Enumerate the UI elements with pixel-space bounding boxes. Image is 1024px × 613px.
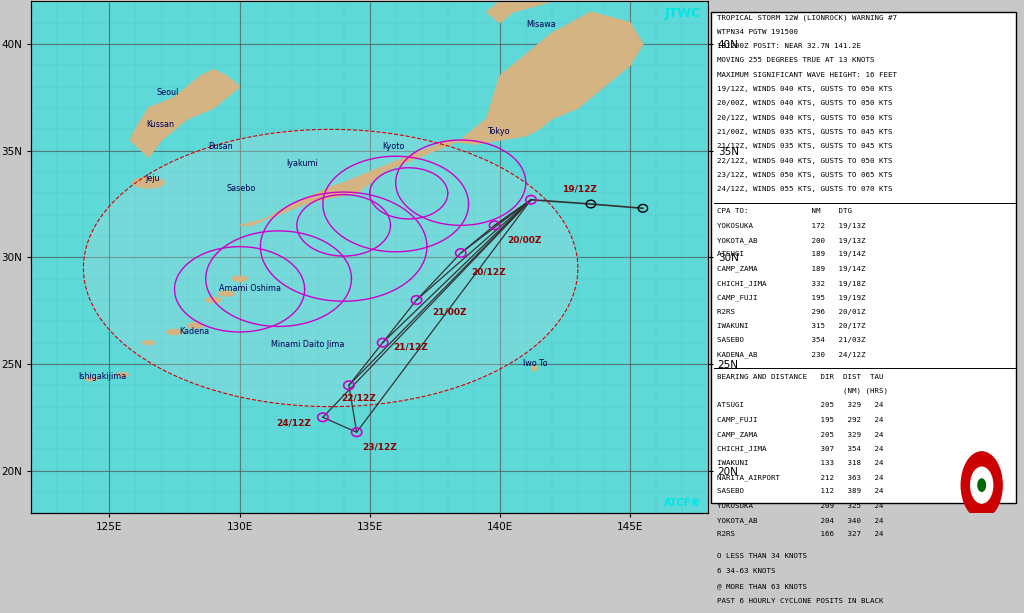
Ellipse shape — [219, 291, 234, 296]
Text: JTWC: JTWC — [665, 7, 701, 20]
Text: SASEBO                 112   389   24: SASEBO 112 389 24 — [718, 488, 884, 494]
Text: Ishigakijima: Ishigakijima — [78, 372, 127, 381]
Text: 19/12Z: 19/12Z — [562, 185, 597, 193]
Ellipse shape — [85, 377, 97, 381]
Text: YOKOSUKA             172   19/13Z: YOKOSUKA 172 19/13Z — [718, 223, 866, 229]
Text: ATSUGI               189   19/14Z: ATSUGI 189 19/14Z — [718, 251, 866, 257]
Text: PAST 6 HOURLY CYCLONE POSITS IN BLACK: PAST 6 HOURLY CYCLONE POSITS IN BLACK — [718, 598, 884, 604]
Text: 20/12Z, WINDS 040 KTS, GUSTS TO 050 KTS: 20/12Z, WINDS 040 KTS, GUSTS TO 050 KTS — [718, 115, 893, 121]
Text: YOKOSUKA               209   325   24: YOKOSUKA 209 325 24 — [718, 503, 884, 509]
Text: Kussan: Kussan — [145, 120, 174, 129]
Ellipse shape — [187, 323, 203, 328]
Ellipse shape — [206, 297, 221, 303]
Polygon shape — [240, 12, 643, 226]
Text: CHICHI_JIMA            307   354   24: CHICHI_JIMA 307 354 24 — [718, 445, 884, 452]
Text: 20/12Z: 20/12Z — [471, 267, 506, 276]
Text: 191200Z POSIT: NEAR 32.7N 141.2E: 191200Z POSIT: NEAR 32.7N 141.2E — [718, 43, 861, 49]
Ellipse shape — [117, 373, 128, 376]
Text: Misawa: Misawa — [525, 20, 556, 29]
Text: Iyakumi: Iyakumi — [287, 159, 318, 167]
Text: IWAKUNI                133   318   24: IWAKUNI 133 318 24 — [718, 460, 884, 465]
Text: Minami Daito Jima: Minami Daito Jima — [270, 340, 344, 349]
Text: NARITA_AIRPORT         212   363   24: NARITA_AIRPORT 212 363 24 — [718, 474, 884, 481]
Text: YOKOTA_AB              204   340   24: YOKOTA_AB 204 340 24 — [718, 517, 884, 524]
Polygon shape — [486, 0, 643, 23]
Text: MOVING 255 DEGREES TRUE AT 13 KNOTS: MOVING 255 DEGREES TRUE AT 13 KNOTS — [718, 57, 874, 63]
Text: @ MORE THAN 63 KNOTS: @ MORE THAN 63 KNOTS — [718, 584, 807, 589]
Text: Busan: Busan — [208, 142, 233, 151]
Text: Amami Oshima: Amami Oshima — [219, 284, 281, 294]
Text: 23/12Z, WINDS 050 KTS, GUSTS TO 065 KTS: 23/12Z, WINDS 050 KTS, GUSTS TO 065 KTS — [718, 172, 893, 178]
Text: Iwo To: Iwo To — [523, 359, 548, 368]
Polygon shape — [130, 70, 240, 157]
Text: 19/12Z, WINDS 040 KTS, GUSTS TO 050 KTS: 19/12Z, WINDS 040 KTS, GUSTS TO 050 KTS — [718, 86, 893, 92]
Text: CPA TO:              NM    DTG: CPA TO: NM DTG — [718, 208, 852, 214]
Text: O LESS THAN 34 KNOTS: O LESS THAN 34 KNOTS — [718, 553, 807, 559]
Text: Kyoto: Kyoto — [383, 142, 406, 151]
Text: YOKOTA_AB            200   19/13Z: YOKOTA_AB 200 19/13Z — [718, 237, 866, 243]
Text: CHICHI_JIMA          332   19/18Z: CHICHI_JIMA 332 19/18Z — [718, 280, 866, 286]
Text: 24/12Z: 24/12Z — [276, 419, 311, 428]
Circle shape — [962, 452, 1002, 519]
Text: Tokyo: Tokyo — [486, 127, 509, 135]
Ellipse shape — [133, 177, 164, 188]
Text: CAMP_ZAMA            189   19/14Z: CAMP_ZAMA 189 19/14Z — [718, 265, 866, 272]
Ellipse shape — [231, 276, 248, 281]
Text: 22/12Z: 22/12Z — [341, 394, 376, 402]
Text: 20/00Z, WINDS 040 KTS, GUSTS TO 050 KTS: 20/00Z, WINDS 040 KTS, GUSTS TO 050 KTS — [718, 100, 893, 106]
Text: ATCF®: ATCF® — [664, 498, 701, 508]
Text: Jeju: Jeju — [145, 173, 161, 183]
Text: BEARING AND DISTANCE   DIR  DIST  TAU: BEARING AND DISTANCE DIR DIST TAU — [718, 373, 884, 379]
Text: (NM) (HRS): (NM) (HRS) — [718, 388, 889, 394]
Text: CAMP_ZAMA              205   329   24: CAMP_ZAMA 205 329 24 — [718, 431, 884, 438]
Text: TROPICAL STORM 12W (LIONROCK) WARNING #7: TROPICAL STORM 12W (LIONROCK) WARNING #7 — [718, 14, 897, 21]
Text: ATSUGI                 205   329   24: ATSUGI 205 329 24 — [718, 402, 884, 408]
Text: R2RS                 296   20/01Z: R2RS 296 20/01Z — [718, 308, 866, 314]
Ellipse shape — [167, 329, 182, 335]
Circle shape — [971, 467, 992, 503]
Text: 6 34-63 KNOTS: 6 34-63 KNOTS — [718, 568, 776, 574]
Text: SASEBO               354   21/03Z: SASEBO 354 21/03Z — [718, 337, 866, 343]
Text: 21/00Z, WINDS 035 KTS, GUSTS TO 045 KTS: 21/00Z, WINDS 035 KTS, GUSTS TO 045 KTS — [718, 129, 893, 135]
Text: Seoul: Seoul — [157, 88, 179, 97]
Text: 23/12Z: 23/12Z — [361, 443, 396, 451]
Text: 20/00Z: 20/00Z — [508, 235, 542, 245]
Text: Kadena: Kadena — [180, 327, 210, 336]
Text: CAMP_FUJI            195   19/19Z: CAMP_FUJI 195 19/19Z — [718, 294, 866, 301]
Text: KADENA_AB            230   24/12Z: KADENA_AB 230 24/12Z — [718, 351, 866, 358]
Text: 22/12Z, WINDS 040 KTS, GUSTS TO 050 KTS: 22/12Z, WINDS 040 KTS, GUSTS TO 050 KTS — [718, 158, 893, 164]
FancyBboxPatch shape — [711, 12, 1016, 503]
Text: Sasebo: Sasebo — [226, 185, 256, 193]
Circle shape — [978, 479, 985, 491]
Text: 21/00Z: 21/00Z — [432, 308, 467, 317]
Ellipse shape — [142, 341, 155, 345]
Text: CAMP_FUJI              195   292   24: CAMP_FUJI 195 292 24 — [718, 417, 884, 423]
Text: MAXIMUM SIGNIFICANT WAVE HEIGHT: 16 FEET: MAXIMUM SIGNIFICANT WAVE HEIGHT: 16 FEET — [718, 72, 897, 77]
Text: IWAKUNI              315   20/17Z: IWAKUNI 315 20/17Z — [718, 323, 866, 329]
Polygon shape — [84, 129, 578, 406]
Text: 24/12Z, WINDS 055 KTS, GUSTS TO 070 KTS: 24/12Z, WINDS 055 KTS, GUSTS TO 070 KTS — [718, 186, 893, 192]
Text: WTPN34 PGTW 191500: WTPN34 PGTW 191500 — [718, 29, 799, 34]
Text: 21/12Z: 21/12Z — [393, 342, 428, 351]
Text: 21/12Z, WINDS 035 KTS, GUSTS TO 045 KTS: 21/12Z, WINDS 035 KTS, GUSTS TO 045 KTS — [718, 143, 893, 149]
Text: R2RS                   166   327   24: R2RS 166 327 24 — [718, 531, 884, 537]
